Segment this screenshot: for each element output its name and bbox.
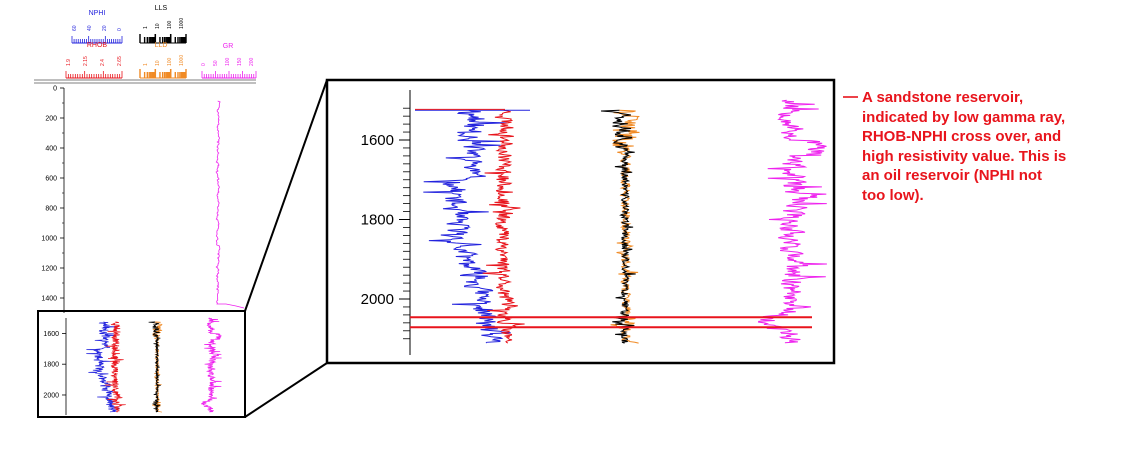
gr-scale [201,71,257,79]
zoom-lls-series [600,109,636,344]
zoom-curves [415,99,827,344]
zoom-nphi-series [423,109,511,344]
inset-nphi-series [86,321,120,413]
full-depth-tick-label: 400 [45,146,57,153]
full-depth-tick-label: 600 [45,176,57,183]
rhob-tick-labels: 1.9 2.15 2.4 2.65 [66,56,123,66]
full-depth-tick-label: 800 [45,206,57,213]
full-depth-tick-label: 1000 [41,236,57,243]
lld-tick-label: 1 [143,63,149,66]
lls-tick-label: 10 [155,23,161,29]
nphi-scale [71,36,123,44]
gr-tick-label: 150 [237,57,243,66]
lls-tick-label: 1 [143,26,149,29]
log-header: NPHI 60 40 20 0 RHOB 1.9 2.15 2.4 2.65 L… [34,5,257,84]
gr-tick-label: 200 [249,57,255,66]
lls-tick-label: 100 [167,20,173,29]
inset-panel: 1600 1800 2000 [37,310,246,418]
inset-depth-tick-label: 2000 [43,392,59,399]
inset-depth-axis: 1600 1800 2000 [43,318,67,415]
inset-gr-series [201,317,222,413]
full-depth-tick-label: 0 [53,86,57,93]
nphi-tick-label: 20 [102,25,108,31]
gr-tick-label: 50 [213,60,219,66]
zoom-connector-bottom [244,362,328,418]
zoomed-panel: 1600 1800 2000 [325,78,836,365]
full-gr-series [215,100,245,309]
full-depth-axis: 0 200 400 600 800 1000 1200 1400 [41,86,64,303]
rhob-tick-label: 2.4 [100,59,106,66]
rhob-tick-label: 2.65 [117,56,123,66]
zoom-depth-tick-label: 1600 [361,132,394,149]
nphi-tick-labels: 60 40 20 0 [72,25,123,31]
lld-tick-label: 100 [167,57,173,66]
zoom-depth-tick-label: 2000 [361,291,394,308]
nphi-label: NPHI [89,10,106,17]
full-depth-tick-label: 1200 [41,266,57,273]
rhob-scale [65,71,123,79]
inset-depth-tick-label: 1800 [43,362,59,369]
full-depth-tick-label: 1400 [41,296,57,303]
gr-tick-label: 0 [201,63,207,66]
lld-tick-labels: 1 10 100 1000 [143,55,185,66]
inset-curves [86,317,222,413]
gr-tick-label: 100 [225,57,231,66]
full-gr-curve [215,100,245,309]
zoom-gr-series [757,99,827,344]
zoom-depth-axis: 1600 1800 2000 [361,107,410,340]
reservoir-annotation: A sandstone reservoir, indicated by low … [862,89,1067,204]
zoom-rhob-series [482,109,525,344]
rhob-label: RHOB [87,42,108,49]
rhob-tick-label: 1.9 [66,59,72,66]
rhob-tick-label: 2.15 [83,56,89,66]
zoom-frame [325,78,836,365]
nphi-tick-label: 60 [72,25,78,31]
zoom-connector-top [244,79,328,312]
lld-label: LLD [155,42,168,49]
zoom-depth-tick-label: 1800 [361,212,394,229]
nphi-tick-label: 0 [117,28,123,31]
full-log-panel: 0 200 400 600 800 1000 1200 1400 [41,86,245,313]
inset-frame [37,310,246,418]
lls-scale [139,34,187,44]
inset-lls-series [148,321,161,413]
inset-depth-tick-label: 1600 [43,331,59,338]
gr-label: GR [223,43,234,50]
lls-label: LLS [155,5,168,12]
inset-rhob-series [104,321,126,413]
lls-tick-labels: 1 10 100 1000 [143,18,185,29]
lld-tick-label: 10 [155,60,161,66]
lld-scale [139,69,187,79]
gr-tick-labels: 0 50 100 150 200 [201,57,255,66]
reservoir-interval [410,316,812,329]
nphi-tick-label: 40 [87,25,93,31]
lls-tick-label: 1000 [179,18,185,29]
lld-tick-label: 1000 [179,55,185,66]
full-depth-tick-label: 200 [45,116,57,123]
